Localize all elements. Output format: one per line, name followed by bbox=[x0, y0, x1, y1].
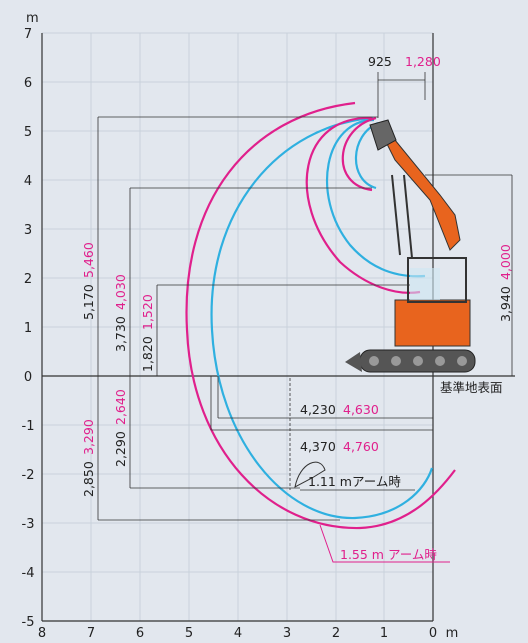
reach-ground-magenta: 4,630 bbox=[343, 402, 379, 417]
long-arm-inner-curve bbox=[305, 116, 421, 294]
dump-height-magenta: 4,030 bbox=[113, 274, 128, 310]
y-tick: 6 bbox=[24, 76, 32, 91]
vertical-depth-magenta: 2,640 bbox=[113, 389, 128, 425]
short-arm-outer-curve bbox=[210, 116, 434, 520]
working-range-curves bbox=[185, 101, 456, 530]
y-tick: -1 bbox=[22, 419, 35, 434]
right-height-magenta: 4,000 bbox=[498, 244, 513, 280]
y-tick: 7 bbox=[24, 27, 32, 42]
vertical-depth-black: 2,290 bbox=[113, 431, 128, 467]
x-tick: 4 bbox=[234, 626, 242, 641]
max-reach-black: 4,370 bbox=[300, 439, 336, 454]
y-tick: -5 bbox=[22, 615, 35, 630]
top-offset-magenta: 1,280 bbox=[405, 54, 441, 69]
short-arm-bucket-loop bbox=[354, 121, 379, 190]
short-arm-label: 1.11 mアーム時 bbox=[308, 474, 401, 489]
grid bbox=[42, 32, 433, 622]
y-tick: 1 bbox=[24, 321, 32, 336]
y-tick: 3 bbox=[24, 223, 32, 238]
dump-height-black: 3,730 bbox=[113, 316, 128, 352]
x-tick: 2 bbox=[332, 626, 340, 641]
max-reach-magenta: 4,760 bbox=[343, 439, 379, 454]
ground-label: 基準地表面 bbox=[440, 380, 503, 395]
y-tick: -2 bbox=[22, 468, 35, 483]
y-tick: 0 bbox=[24, 370, 32, 385]
x-tick: 3 bbox=[283, 626, 291, 641]
short-arm-inner-curve bbox=[326, 118, 426, 278]
x-tick: 1 bbox=[380, 626, 388, 641]
x-tick: 0 bbox=[429, 626, 437, 641]
dimension-labels: 925 1,280 5,170 5,460 3,730 4,030 1,820 … bbox=[81, 54, 513, 563]
dig-depth-magenta: 3,290 bbox=[81, 419, 96, 455]
long-arm-bucket-loop bbox=[341, 116, 377, 192]
bucket-depth-icon bbox=[294, 461, 326, 488]
y-tick: -3 bbox=[22, 517, 35, 532]
y-tick: 4 bbox=[24, 174, 32, 189]
y-unit-label: m bbox=[26, 11, 39, 26]
long-arm-leader bbox=[319, 524, 450, 563]
y-tick: 2 bbox=[24, 272, 32, 287]
x-tick-labels: 8 7 6 5 4 3 2 1 0 m bbox=[38, 626, 458, 641]
swing-height-black: 1,820 bbox=[140, 336, 155, 372]
x-unit-label: m bbox=[446, 626, 459, 641]
long-arm-label: 1.55 m アーム時 bbox=[340, 547, 437, 562]
right-height-black: 3,940 bbox=[498, 286, 513, 322]
y-tick: 5 bbox=[24, 125, 32, 140]
long-arm-outer-curve bbox=[185, 101, 456, 530]
dimension-lines bbox=[97, 72, 513, 521]
swing-height-magenta: 1,520 bbox=[140, 294, 155, 330]
x-tick: 6 bbox=[136, 626, 144, 641]
top-offset-black: 925 bbox=[368, 54, 392, 69]
x-tick: 5 bbox=[185, 626, 193, 641]
mini-excavator bbox=[345, 119, 476, 373]
x-tick: 8 bbox=[38, 626, 46, 641]
y-tick-labels: m 7 6 5 4 3 2 1 0 -1 -2 -3 -4 -5 bbox=[22, 11, 39, 630]
max-height-black: 5,170 bbox=[81, 284, 96, 320]
reach-ground-black: 4,230 bbox=[300, 402, 336, 417]
dig-depth-black: 2,850 bbox=[81, 461, 96, 497]
x-tick: 7 bbox=[87, 626, 95, 641]
y-tick: -4 bbox=[22, 566, 35, 581]
max-height-magenta: 5,460 bbox=[81, 242, 96, 278]
